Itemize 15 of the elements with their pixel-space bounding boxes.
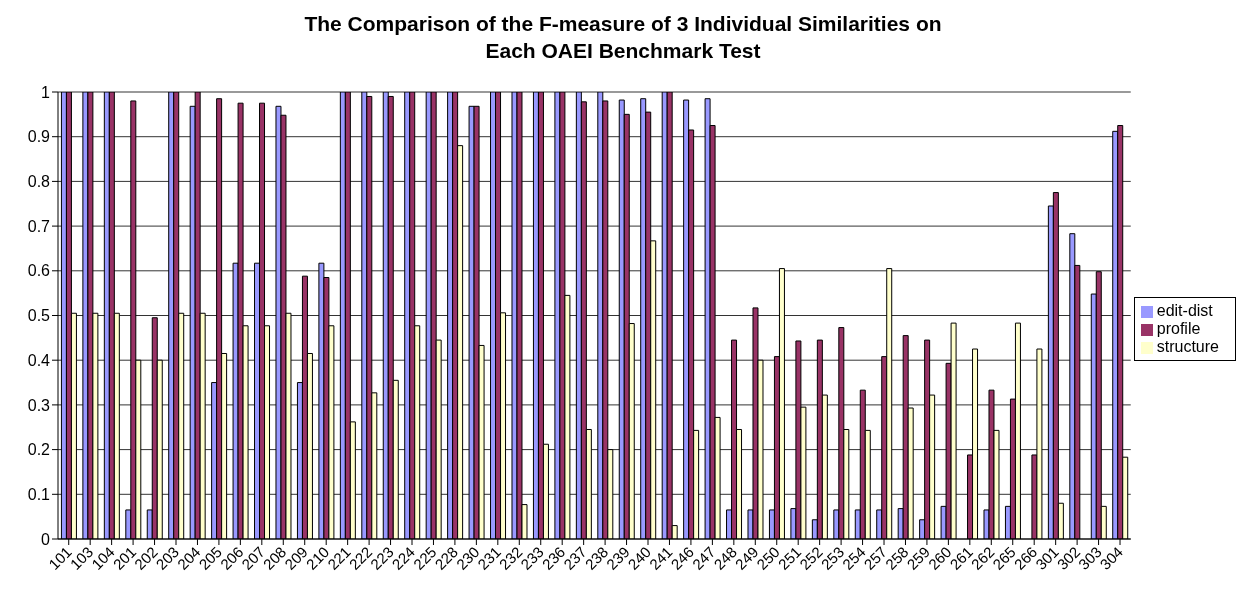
y-tick-label: 0.6 <box>27 262 51 280</box>
legend-label: structure <box>1156 338 1219 355</box>
y-tick-label: 0.7 <box>27 217 51 235</box>
y-tick-label: 0.8 <box>27 173 51 191</box>
y-tick-label: 0.2 <box>27 441 51 459</box>
y-tick-label: 0.5 <box>27 307 51 325</box>
y-tick-label: 0.1 <box>27 485 51 503</box>
legend-label: profile <box>1156 320 1201 337</box>
chart-title: The Comparison of the F-measure of 3 Individual Similarities on Each OAEI Benchmark Test <box>303 11 943 64</box>
y-tick-label: 0.9 <box>27 128 51 146</box>
y-tick-label: 0.4 <box>27 351 51 369</box>
legend-label: edit-dist <box>1156 302 1213 319</box>
y-tick-label: 0.3 <box>27 396 51 414</box>
y-tick-label: 0 <box>41 530 51 548</box>
y-tick-label: 1 <box>41 83 51 101</box>
